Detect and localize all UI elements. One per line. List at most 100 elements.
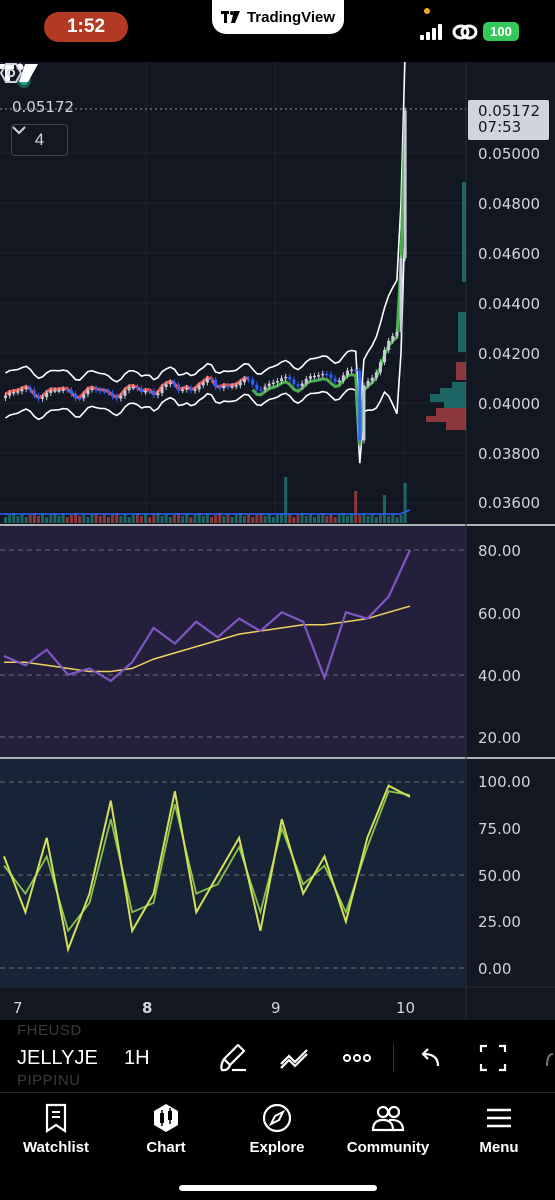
candle	[313, 375, 316, 378]
link-icon	[452, 24, 478, 40]
volume-bar	[82, 514, 86, 523]
more-icon[interactable]	[342, 1042, 372, 1074]
app-pill[interactable]: TradingView	[212, 0, 344, 34]
tab-chart[interactable]: Chart	[111, 1103, 221, 1156]
volume-bar	[102, 514, 106, 523]
chart-canvas[interactable]	[0, 62, 555, 1020]
volume-bar	[107, 517, 110, 523]
bollinger-lower-line	[5, 218, 406, 464]
candle	[317, 375, 321, 377]
volume-bar	[127, 517, 131, 523]
candle	[12, 392, 16, 394]
volume-bar	[61, 514, 65, 523]
volume-bar	[234, 515, 238, 523]
candle	[296, 384, 300, 387]
candle	[210, 378, 213, 381]
fullscreen-icon[interactable]	[478, 1042, 508, 1074]
volume-bar	[370, 514, 374, 523]
volume-bar	[300, 513, 304, 523]
candle	[374, 372, 378, 378]
volume-bar	[341, 513, 345, 523]
indicators-collapse-button[interactable]: 4	[11, 124, 68, 156]
price-axis-label: 0.04000	[478, 395, 541, 413]
price-axis-label: 0.04600	[478, 245, 541, 263]
price-axis-label: 0.03800	[478, 445, 541, 463]
volume-bar	[226, 514, 230, 523]
candle	[86, 389, 90, 395]
candle	[24, 387, 28, 390]
candle	[57, 390, 61, 392]
chart-settings-icon[interactable]	[0, 62, 22, 84]
redo-icon-partial[interactable]	[543, 1042, 555, 1074]
candle	[329, 374, 333, 379]
volume-bar	[362, 513, 366, 523]
ghost-symbol-above: FHEUSD	[17, 1022, 82, 1039]
bottom-tab-bar: Watchlist Chart Explore Community Menu	[0, 1092, 555, 1200]
bookmark-icon	[45, 1103, 67, 1133]
candle	[399, 258, 403, 333]
volume-bar	[111, 515, 115, 523]
candle	[53, 390, 57, 392]
volume-bar	[193, 515, 197, 523]
volume-ma-line	[0, 509, 411, 515]
price-tag-countdown: 07:53	[478, 118, 522, 136]
volume-bar	[321, 513, 325, 523]
candle	[160, 387, 164, 394]
candle	[20, 389, 24, 392]
tab-community[interactable]: Community	[333, 1103, 443, 1156]
interval-button[interactable]: 1H	[124, 1047, 150, 1069]
candle	[102, 390, 106, 393]
candle	[69, 390, 73, 394]
volume-bar	[313, 517, 316, 523]
candle	[49, 390, 53, 393]
tab-explore[interactable]: Explore	[222, 1103, 332, 1156]
volume-bar	[28, 515, 32, 523]
volume-bar	[69, 515, 73, 523]
volume-bar	[271, 517, 275, 523]
candle	[205, 378, 209, 383]
ghost-symbol-below: PIPPINU	[17, 1072, 81, 1089]
volume-bar	[172, 515, 176, 523]
stochastic-k-line	[3, 784, 411, 954]
tab-menu[interactable]: Menu	[444, 1103, 554, 1156]
symbol-button[interactable]: JELLYJE	[17, 1047, 98, 1069]
time-axis-label: 10	[396, 999, 416, 1017]
volume-bar	[317, 515, 321, 523]
tab-label: Watchlist	[22, 1139, 90, 1156]
volume-bar	[296, 515, 300, 523]
undo-icon[interactable]	[416, 1042, 444, 1074]
trend-lines-icon[interactable]	[279, 1042, 311, 1074]
volume-bar	[156, 513, 160, 523]
volume-bar	[78, 516, 82, 523]
tab-label: Community	[346, 1139, 430, 1156]
volume-bar	[345, 516, 349, 523]
candle	[222, 386, 226, 389]
chart-area[interactable]: 0.05172 4 0.05172 07:53 0.05000 0.04800 …	[0, 62, 555, 1020]
candle	[41, 397, 45, 399]
candle	[61, 389, 65, 391]
stochastic-axis-label: 100.00	[478, 773, 531, 791]
candle	[387, 340, 391, 350]
stochastic-axis-label: 50.00	[478, 867, 521, 885]
candle	[325, 373, 329, 376]
volume-bar	[383, 495, 387, 523]
candle	[259, 389, 263, 391]
candle	[304, 378, 308, 384]
volume-bar	[399, 515, 403, 523]
tab-watchlist[interactable]: Watchlist	[1, 1103, 111, 1156]
volume-bar	[4, 517, 7, 523]
volume-bar	[8, 515, 12, 523]
volume-bar	[189, 517, 193, 523]
price-axis-label: 0.04400	[478, 295, 541, 313]
candle	[292, 379, 296, 385]
volume-bar	[41, 514, 45, 523]
cellular-signal-icon	[420, 24, 442, 40]
status-time: 1:52	[44, 12, 128, 42]
volume-bars	[0, 477, 411, 523]
candle	[267, 383, 271, 387]
brush-icon[interactable]	[218, 1042, 248, 1074]
candle	[111, 392, 115, 397]
volume-bar	[374, 517, 378, 523]
candle	[337, 380, 341, 383]
candle	[341, 375, 345, 381]
